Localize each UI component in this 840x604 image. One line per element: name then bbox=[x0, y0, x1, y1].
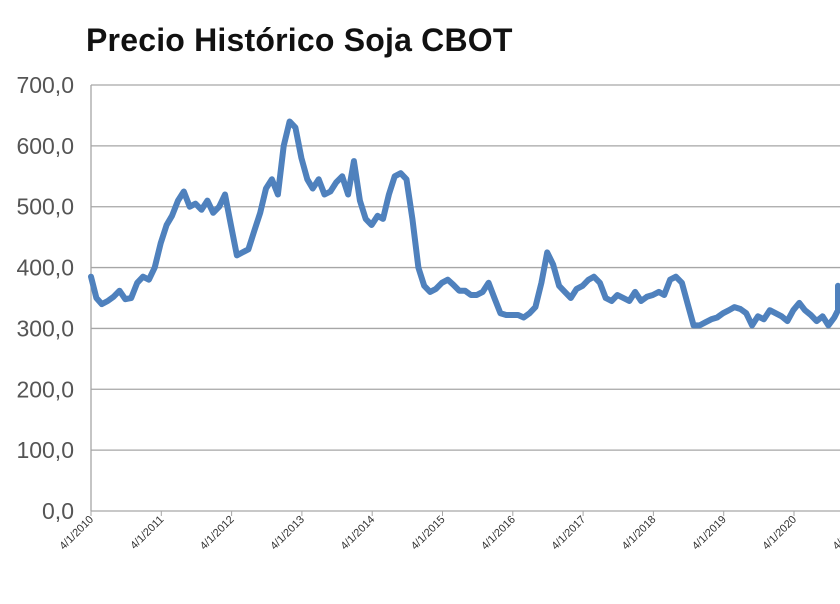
x-tick-label: 4/1/2018 bbox=[620, 514, 659, 553]
y-tick-label: 600,0 bbox=[16, 133, 74, 159]
y-tick-label: 100,0 bbox=[16, 437, 74, 463]
y-axis-tick-labels: 0,0 100,0 200,0 300,0 400,0 500,0 600,0 700,0 bbox=[16, 72, 74, 524]
gridlines bbox=[91, 84, 840, 512]
x-tick-label: 4/1/2021 bbox=[831, 514, 840, 553]
y-tick-label: 700,0 bbox=[16, 72, 74, 98]
y-tick-label: 400,0 bbox=[16, 255, 74, 281]
x-tick-label: 4/1/2011 bbox=[128, 514, 166, 552]
x-tick-label: 4/1/2019 bbox=[690, 514, 729, 553]
x-tick-label: 4/1/2012 bbox=[198, 514, 237, 553]
x-axis-tick-labels: 4/1/2010 4/1/2011 4/1/2012 4/1/2013 4/1/2014… bbox=[57, 514, 840, 553]
series-line-soja-price bbox=[88, 118, 840, 329]
x-tick-label: 4/1/2015 bbox=[409, 514, 448, 553]
y-tick-label: 500,0 bbox=[16, 194, 74, 220]
y-tick-label: 300,0 bbox=[16, 315, 74, 341]
chart-title: Precio Histórico Soja CBOT bbox=[86, 22, 513, 58]
x-tick-label: 4/1/2016 bbox=[479, 514, 518, 553]
y-tick-label: 0,0 bbox=[42, 498, 74, 524]
x-tick-label: 4/1/2014 bbox=[339, 514, 378, 553]
y-tick-label: 200,0 bbox=[16, 376, 74, 402]
axis-lines bbox=[90, 85, 795, 516]
x-tick-label: 4/1/2017 bbox=[549, 514, 588, 553]
x-tick-label: 4/1/2013 bbox=[268, 514, 307, 553]
x-tick-label: 4/1/2020 bbox=[760, 514, 799, 553]
